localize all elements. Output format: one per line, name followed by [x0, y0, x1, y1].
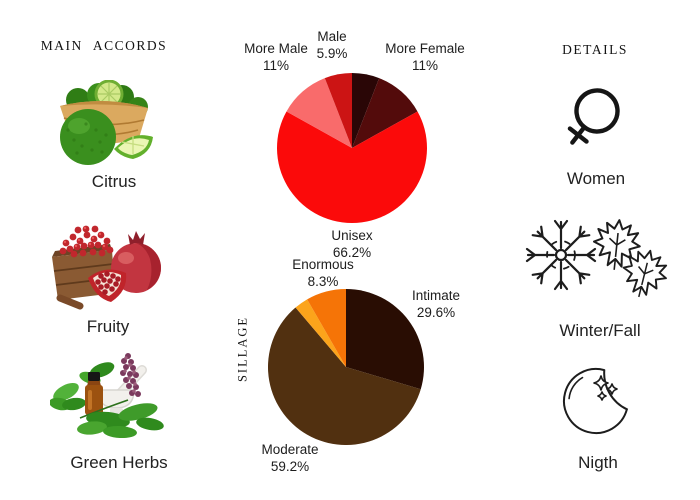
pie-slice-male — [324, 73, 352, 148]
citrus-bergamot-image — [52, 80, 157, 175]
pie-slice-strong — [295, 299, 346, 367]
maple-leaves-icon — [593, 216, 673, 300]
snowflake-icon — [523, 216, 599, 294]
sillage-axis-label: SILLAGE — [235, 315, 250, 383]
detail-label-winter-fall: Winter/Fall — [559, 321, 641, 340]
pie-slice-more-female — [352, 78, 418, 148]
pie-label-more-male: More Male 11% — [244, 41, 308, 73]
female-symbol-icon — [563, 84, 631, 152]
pomegranate-seeds-pile — [59, 225, 114, 258]
details-title: DETAILS — [562, 42, 628, 57]
pie-label-enormous: Enormous 8.3% — [292, 257, 354, 289]
sillage-pie-chart — [268, 289, 424, 445]
main-accords-title: MAIN ACCORDS — [40, 38, 168, 53]
detail-label-nigth: Nigth — [578, 453, 618, 472]
purple-basil-spike — [120, 353, 141, 397]
pie-slice-intimate — [346, 289, 424, 390]
pie-slice-more-male — [286, 78, 352, 148]
accord-label-fruity: Fruity — [86, 317, 130, 336]
pie-label-unisex: Unisex 66.2% — [331, 228, 373, 260]
pie-slice-moderate — [268, 307, 421, 445]
pie-label-male: Male 5.9% — [316, 29, 348, 61]
pie-slice-enormous — [307, 289, 346, 367]
pie-label-more-female: More Female 11% — [385, 41, 465, 73]
detail-label-women: Women — [566, 169, 626, 188]
essential-oil-bottle — [85, 372, 103, 415]
pomegranate-image — [50, 215, 162, 310]
basil-herbs-image — [50, 348, 165, 443]
gender-pie-chart — [277, 73, 427, 223]
halved-lime — [94, 80, 124, 109]
lime-wedge — [114, 135, 153, 159]
pie-label-moderate: Moderate 59.2% — [261, 442, 319, 474]
pomegranate-wedge — [88, 269, 127, 302]
pie-label-intimate: Intimate 29.6% — [411, 288, 461, 320]
crescent-moon-icon — [560, 362, 635, 437]
big-bergamot — [60, 109, 116, 165]
pie-slice-female — [352, 73, 380, 148]
accord-label-green-herbs: Green Herbs — [70, 453, 168, 472]
accord-label-citrus: Citrus — [91, 172, 137, 191]
pie-slice-unisex — [277, 111, 427, 223]
front-leaves — [77, 399, 164, 439]
